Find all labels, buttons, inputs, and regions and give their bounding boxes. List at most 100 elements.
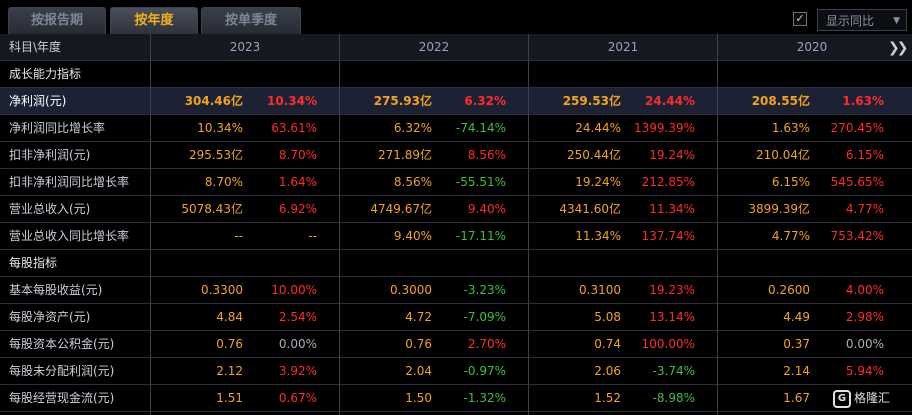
table-row: 净利润同比增长率 10.34% 63.61% 6.32% -74.14% 24.44% 13… [0, 115, 912, 142]
yoy-cell: 4.00% [845, 283, 884, 297]
header-year: 2020 [796, 40, 828, 54]
yoy-cell: -3.23% [463, 283, 506, 297]
value-cell: 8.56% [393, 175, 432, 189]
value-cell: 0.3000 [390, 283, 432, 297]
yoy-cell: 2.54% [278, 310, 317, 324]
value-cell: 4.49 [783, 310, 810, 324]
table-header-row: 科目\年度 2023 2022 2021 2020 [0, 34, 912, 61]
value-cell: 259.53亿 [562, 94, 621, 108]
row-label: 基本每股收益(元) [9, 283, 103, 297]
yoy-cell: 270.45% [830, 121, 884, 135]
value-cell: 2.12 [216, 364, 243, 378]
show-yoy-dropdown[interactable]: 显示同比 ▼ [817, 9, 907, 31]
value-cell: 5.08 [594, 310, 621, 324]
header-subject-label: 科目\年度 [9, 40, 62, 54]
value-cell: 1.50 [405, 391, 432, 405]
yoy-cell: 2.70% [467, 337, 506, 351]
yoy-cell: 0.00% [278, 337, 317, 351]
table-row: 每股资本公积金(元) 0.76 0.00% 0.76 2.70% 0.74 100.00% 0… [0, 331, 912, 358]
yoy-cell: -17.11% [455, 229, 506, 243]
row-label: 营业总收入同比增长率 [9, 229, 130, 243]
value-cell: -- [234, 229, 243, 243]
value-cell: 9.40% [393, 229, 432, 243]
yoy-cell: 10.34% [267, 94, 317, 108]
yoy-cell: 13.14% [649, 310, 695, 324]
section-row: 成长能力指标 [0, 61, 912, 88]
value-cell: 10.34% [197, 121, 243, 135]
column-divider [717, 34, 718, 415]
yoy-cell: 19.23% [649, 283, 695, 297]
table-row: 净利润(元) 304.46亿 10.34% 275.93亿 6.32% 259.53亿 24… [0, 88, 912, 115]
row-label: 净利润(元) [9, 94, 67, 108]
value-cell: 6.32% [393, 121, 432, 135]
yoy-cell: 63.61% [271, 121, 317, 135]
yoy-cell: -8.98% [652, 391, 695, 405]
table-row: 基本每股收益(元) 0.3300 10.00% 0.3000 -3.23% 0.3100 1… [0, 277, 912, 304]
value-cell: 2.14 [783, 364, 810, 378]
value-cell: 304.46亿 [184, 94, 243, 108]
value-cell: 0.74 [594, 337, 621, 351]
table-row: 扣非净利润同比增长率 8.70% 1.64% 8.56% -55.51% 19.24% 21… [0, 169, 912, 196]
yoy-cell: 11.34% [649, 202, 695, 216]
table-row: 每股经营现金流(元) 1.51 0.67% 1.50 -1.32% 1.52 -8.98% 1… [0, 385, 912, 412]
show-yoy-label: 显示同比 [826, 14, 875, 28]
yoy-cell: 5.94% [845, 364, 884, 378]
section-title: 每股指标 [9, 256, 58, 270]
value-cell: 24.44% [575, 121, 621, 135]
value-cell: 1.51 [216, 391, 243, 405]
yoy-cell: 2.98% [845, 310, 884, 324]
header-year: 2023 [229, 40, 261, 54]
column-divider [528, 34, 529, 415]
yoy-cell: 0.00% [845, 337, 884, 351]
tab-by-year[interactable]: 按年度 [110, 7, 198, 34]
chevron-down-icon: ▼ [893, 16, 900, 26]
table-row: 营业总收入(元) 5078.43亿 6.92% 4749.67亿 9.40% 4341.6… [0, 196, 912, 223]
value-cell: 11.34% [575, 229, 621, 243]
row-label: 扣非净利润同比增长率 [9, 175, 130, 189]
yoy-cell: -- [308, 229, 317, 243]
yoy-cell: 8.70% [278, 148, 317, 162]
yoy-cell: 9.40% [467, 202, 506, 216]
value-cell: 271.89亿 [378, 148, 432, 162]
section-title: 成长能力指标 [9, 67, 82, 81]
yoy-cell: 100.00% [641, 337, 695, 351]
yoy-cell: -55.51% [455, 175, 506, 189]
yoy-cell: -3.74% [652, 364, 695, 378]
value-cell: 295.53亿 [189, 148, 243, 162]
yoy-cell: -7.09% [463, 310, 506, 324]
yoy-cell: 0.67% [278, 391, 317, 405]
value-cell: 208.55亿 [751, 94, 810, 108]
yoy-cell: 753.42% [830, 229, 884, 243]
yoy-cell: -0.97% [463, 364, 506, 378]
yoy-cell: 4.77% [845, 202, 884, 216]
double-chevron-right-icon[interactable]: ❯❯ [888, 40, 909, 56]
value-cell: 4749.67亿 [370, 202, 432, 216]
row-label: 营业总收入(元) [9, 202, 91, 216]
row-label: 扣非净利润(元) [9, 148, 91, 162]
yoy-cell: 1399.39% [633, 121, 695, 135]
value-cell: 4.77% [771, 229, 810, 243]
row-label: 每股净资产(元) [9, 310, 91, 324]
tab-by-quarter[interactable]: 按单季度 [201, 7, 301, 34]
value-cell: 6.15% [771, 175, 810, 189]
value-cell: 4341.60亿 [559, 202, 621, 216]
show-yoy-checkbox[interactable]: ✓ [793, 12, 807, 26]
value-cell: 3899.39亿 [748, 202, 810, 216]
value-cell: 2.06 [594, 364, 621, 378]
row-label: 每股经营现金流(元) [9, 391, 115, 405]
tab-by-report-period[interactable]: 按报告期 [8, 7, 106, 34]
value-cell: 5078.43亿 [181, 202, 243, 216]
value-cell: 1.52 [594, 391, 621, 405]
column-divider [150, 34, 151, 415]
value-cell: 0.76 [405, 337, 432, 351]
yoy-cell: 6.15% [845, 148, 884, 162]
yoy-cell: 19.24% [649, 148, 695, 162]
value-cell: 0.3300 [201, 283, 243, 297]
column-divider [339, 34, 340, 415]
yoy-cell: -1.32% [463, 391, 506, 405]
yoy-cell: 1.63% [842, 94, 884, 108]
yoy-cell: 8.56% [467, 148, 506, 162]
value-cell: 275.93亿 [373, 94, 432, 108]
yoy-cell: -74.14% [455, 121, 506, 135]
section-row: 每股指标 [0, 250, 912, 277]
